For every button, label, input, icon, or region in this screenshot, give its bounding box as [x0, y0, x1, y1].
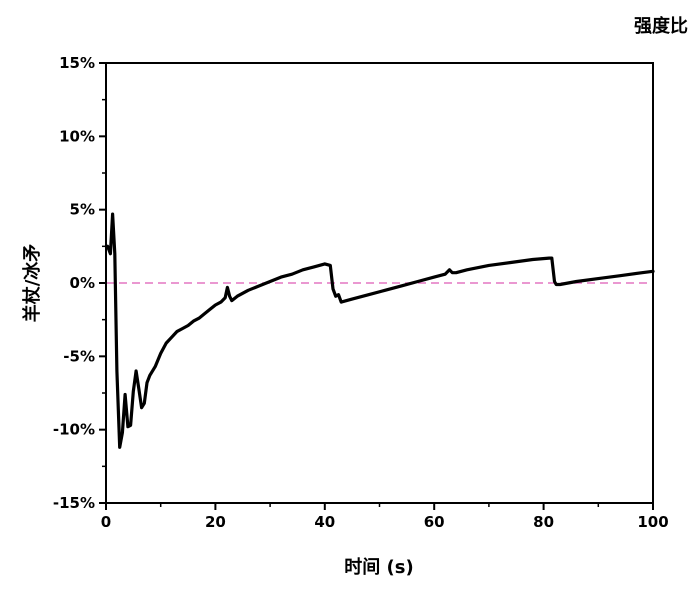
- x-tick-label: 0: [101, 513, 111, 531]
- x-tick-label: 100: [637, 513, 668, 531]
- y-tick-label: -15%: [53, 494, 95, 512]
- ticks-layer: 0 20 40 60 80 100 -15% -10% -5% 0% 5% 10% 15%: [53, 54, 669, 531]
- series-line-0: [105, 212, 655, 449]
- y-tick-label: 10%: [59, 127, 95, 145]
- series-layer: [105, 212, 655, 449]
- x-tick-label: 60: [424, 513, 445, 531]
- y-tick-label: 0%: [70, 274, 95, 292]
- y-tick-label: 15%: [59, 54, 95, 72]
- x-tick-label: 80: [533, 513, 554, 531]
- y-tick-label: -10%: [53, 421, 95, 439]
- x-axis-title: 时间 (s): [344, 557, 413, 578]
- chart-title: 强度比: [634, 15, 688, 37]
- y-tick-label: -5%: [63, 347, 95, 365]
- y-tick-label: 5%: [70, 201, 95, 219]
- x-tick-label: 40: [314, 513, 335, 531]
- x-tick-label: 20: [205, 513, 226, 531]
- plot-frame: [105, 62, 654, 504]
- y-axis-title: 羊杖/冰矛: [21, 244, 43, 323]
